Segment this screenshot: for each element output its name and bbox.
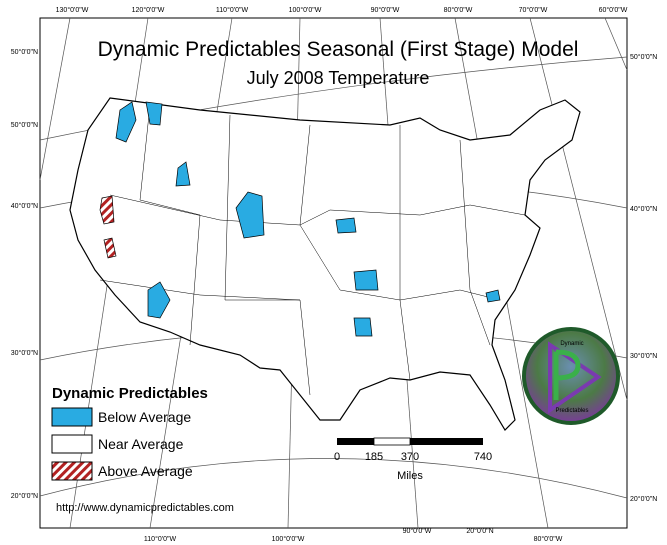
legend-title: Dynamic Predictables	[52, 385, 208, 402]
scale-label: 740	[474, 451, 492, 463]
graticule-label: 20°0'0"N	[11, 492, 38, 500]
scale-segment	[410, 438, 483, 445]
graticule-label: 40°0'0"N	[630, 205, 657, 213]
legend-swatch	[51, 461, 93, 481]
legend-item: Above Average	[98, 463, 193, 479]
graticule-label: 80°0'0"W	[444, 6, 473, 14]
legend-item: Below Average	[98, 409, 191, 425]
subtitle: July 2008 Temperature	[247, 68, 430, 88]
scale-unit: Miles	[397, 470, 423, 482]
legend: Dynamic Predictables Below Average Near …	[51, 385, 208, 481]
legend-swatch	[51, 407, 93, 427]
above-average-region	[99, 195, 115, 225]
logo-p	[553, 349, 581, 400]
above-average-region	[103, 237, 117, 259]
scale-segment	[373, 437, 411, 446]
graticule-label: 110°0'0"W	[216, 6, 249, 14]
graticule-label: 80°0'0"W	[534, 535, 563, 543]
scale-label: 370	[401, 451, 419, 463]
graticule-label: 60°0'0"W	[599, 6, 628, 14]
graticule-label: 40°0'0"N	[11, 202, 38, 210]
graticule-label: 50°0'0"N	[11, 48, 38, 56]
logo-text: Dynamic	[560, 341, 583, 347]
logo-triangle	[548, 341, 602, 414]
graticule-label: 50°0'0"N	[11, 121, 38, 129]
graticule-label: 130°0'0"W	[56, 6, 89, 14]
graticule-label: 100°0'0"W	[289, 6, 322, 14]
graticule-label: 90°0'0"W	[371, 6, 400, 14]
scale-label: 0	[334, 451, 340, 463]
graticule-label: 90°0'0"W	[403, 527, 432, 535]
title: Dynamic Predictables Seasonal (First Sta…	[98, 38, 579, 61]
state-lines	[99, 104, 526, 396]
graticule-label: 20°0'0"N	[466, 527, 493, 535]
below-average-regions	[115, 101, 501, 337]
graticule-label: 50°0'0"N	[630, 53, 657, 61]
graticule-label: 100°0'0"W	[272, 535, 305, 543]
scale-bar: 0 185 370 740 Miles	[334, 437, 492, 482]
scale-label: 185	[365, 451, 383, 463]
scale-segment	[337, 438, 374, 445]
url: http://www.dynamicpredictables.com	[56, 502, 234, 514]
legend-swatch	[51, 434, 93, 454]
legend-item: Near Average	[98, 436, 184, 452]
graticule-label: 110°0'0"W	[144, 535, 177, 543]
graticule-label: 30°0'0"N	[630, 352, 657, 360]
logo-text: Predictables	[555, 408, 588, 414]
graticule-label: 20°0'0"N	[630, 495, 657, 503]
graticule-labels: 130°0'0"W 120°0'0"W 110°0'0"W 100°0'0"W 90°0…	[11, 6, 658, 543]
logo: Dynamic Predictables	[522, 327, 620, 425]
graticule-label: 70°0'0"W	[519, 6, 548, 14]
graticule-label: 30°0'0"N	[11, 349, 38, 357]
us-outline	[69, 97, 581, 431]
graticule-label: 120°0'0"W	[132, 6, 165, 14]
